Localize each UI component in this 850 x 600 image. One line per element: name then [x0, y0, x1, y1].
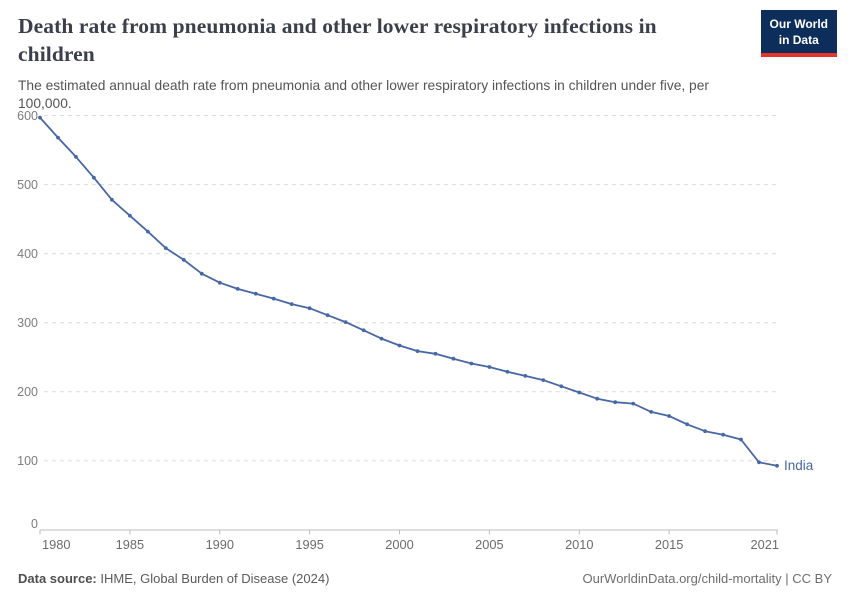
data-point[interactable]	[595, 396, 600, 401]
y-axis-tick-label: 200	[17, 385, 38, 399]
data-point[interactable]	[577, 390, 582, 395]
owid-logo-line2: in Data	[778, 32, 819, 47]
y-axis-tick-label: 400	[17, 247, 38, 261]
owid-logo-line1: Our World	[769, 17, 828, 31]
chart-header: Death rate from pneumonia and other lowe…	[18, 12, 720, 113]
credit-link[interactable]: OurWorldinData.org/child-mortality | CC …	[582, 571, 833, 587]
data-point[interactable]	[110, 197, 114, 202]
data-point[interactable]	[685, 422, 689, 427]
x-axis-tick-label: 2021	[751, 537, 779, 552]
y-axis-tick-label: 0	[31, 517, 38, 531]
data-point[interactable]	[487, 365, 492, 369]
data-point[interactable]	[74, 155, 78, 159]
data-point[interactable]	[775, 463, 779, 468]
data-point[interactable]	[146, 229, 150, 234]
x-axis-tick-label: 1985	[116, 537, 144, 552]
y-axis-tick-label: 600	[17, 109, 38, 123]
data-point[interactable]	[667, 414, 671, 418]
data-point[interactable]	[415, 349, 420, 353]
data-point[interactable]	[235, 287, 240, 291]
x-axis-tick-label: 2000	[385, 537, 413, 552]
data-source-text: IHME, Global Burden of Disease (2024)	[96, 571, 330, 587]
data-point[interactable]	[289, 302, 294, 306]
data-point[interactable]	[163, 246, 168, 251]
data-point[interactable]	[379, 336, 384, 341]
data-point[interactable]	[325, 313, 330, 318]
series-end-label: India	[784, 458, 814, 473]
data-point[interactable]	[703, 429, 707, 434]
data-point[interactable]	[451, 356, 456, 361]
owid-logo[interactable]: Our World in Data	[760, 10, 837, 58]
data-point[interactable]	[469, 361, 474, 366]
data-point[interactable]	[307, 306, 312, 311]
data-point[interactable]	[361, 328, 366, 333]
data-point[interactable]	[343, 320, 348, 324]
chart-title: Death rate from pneumonia and other lowe…	[18, 14, 657, 67]
x-axis-tick-label: 1980	[42, 537, 70, 552]
x-axis-tick-label: 2005	[475, 537, 503, 552]
data-point[interactable]	[631, 401, 636, 406]
y-axis-tick-label: 300	[17, 316, 38, 330]
data-point[interactable]	[127, 213, 132, 218]
y-axis-tick-label: 100	[17, 454, 38, 468]
chart-subtitle: The estimated annual death rate from pne…	[18, 77, 709, 111]
data-source: Data source: IHME, Global Burden of Dise…	[18, 571, 329, 587]
data-point[interactable]	[217, 280, 222, 285]
y-axis-tick-label: 500	[17, 178, 38, 192]
data-point[interactable]	[613, 400, 618, 405]
x-axis-tick-label: 1990	[206, 537, 234, 552]
data-point[interactable]	[181, 258, 186, 262]
data-point[interactable]	[199, 271, 204, 276]
data-point[interactable]	[541, 378, 546, 382]
data-point[interactable]	[721, 432, 725, 437]
data-point[interactable]	[649, 410, 654, 414]
data-point[interactable]	[92, 175, 96, 180]
data-point[interactable]	[56, 135, 60, 140]
data-point[interactable]	[559, 384, 564, 389]
data-point[interactable]	[739, 437, 743, 442]
trend-line[interactable]	[39, 116, 778, 467]
data-source-label: Data source:	[18, 571, 97, 587]
data-point[interactable]	[253, 291, 258, 296]
x-axis-tick-label: 2010	[565, 537, 593, 552]
x-axis-tick-label: 2015	[655, 537, 683, 552]
chart-footer: Data source: IHME, Global Burden of Dise…	[18, 571, 832, 587]
data-point[interactable]	[505, 369, 510, 374]
data-point[interactable]	[271, 296, 276, 301]
data-point[interactable]	[397, 343, 402, 348]
data-point[interactable]	[38, 115, 42, 120]
data-point[interactable]	[523, 374, 528, 378]
data-point[interactable]	[433, 351, 438, 356]
data-point[interactable]	[757, 460, 761, 465]
x-axis-tick-label: 1995	[295, 537, 323, 552]
